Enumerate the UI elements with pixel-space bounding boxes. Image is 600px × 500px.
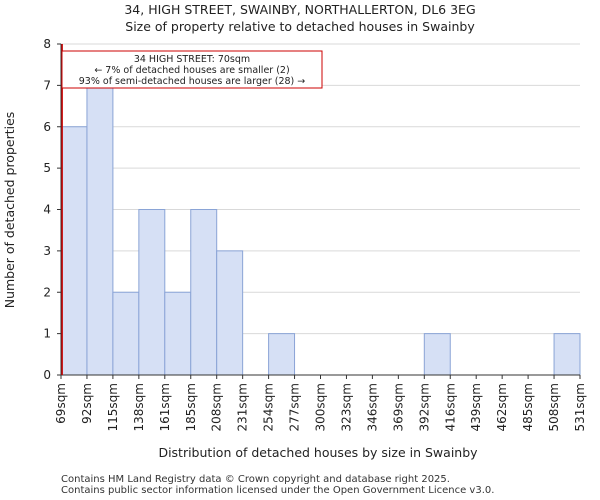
y-tick-label: 1 (43, 327, 51, 341)
plot-area: 0 1 2 3 4 5 6 7 8 69sqm 92sqm 115sqm 138sqm 161sqm 185… (43, 37, 587, 431)
x-tick-label: 369sqm (391, 383, 405, 431)
annotation-box (61, 50, 323, 89)
x-tick-label: 300sqm (314, 383, 328, 431)
bar (268, 333, 296, 376)
chart-title: 34, HIGH STREET, SWAINBY, NORTHALLERTON,… (124, 2, 475, 17)
x-axis-label: Distribution of detached houses by size … (158, 445, 478, 460)
y-tick-label: 2 (43, 285, 51, 299)
y-tick-label: 7 (43, 78, 51, 92)
bar (112, 291, 140, 376)
x-tick-label: 462sqm (495, 383, 509, 431)
x-tick-label: 69sqm (54, 383, 68, 424)
x-tick-label: 439sqm (469, 383, 483, 431)
chart: 34, HIGH STREET, SWAINBY, NORTHALLERTON,… (2, 2, 587, 460)
x-tick-label: 254sqm (262, 383, 276, 431)
bar (60, 126, 88, 376)
bar (553, 333, 581, 376)
x-tick-label: 185sqm (184, 383, 198, 431)
x-tick-label: 485sqm (521, 383, 535, 431)
x-tick-label: 392sqm (417, 383, 431, 431)
chart-subtitle: Size of property relative to detached ho… (125, 19, 475, 34)
annotation-larger: 93% of semi-detached houses are larger (… (79, 76, 306, 87)
x-tick-label: 277sqm (288, 383, 302, 431)
y-tick-label: 5 (43, 161, 51, 175)
annotation-smaller: ← 7% of detached houses are smaller (2) (94, 65, 289, 76)
y-axis-label: Number of detached properties (2, 112, 17, 309)
x-tick-label: 531sqm (573, 383, 587, 431)
y-tick-label: 4 (43, 203, 51, 217)
bar (86, 84, 114, 376)
x-tick-label: 138sqm (132, 383, 146, 431)
bar (216, 250, 244, 376)
x-tick-label: 416sqm (443, 383, 457, 431)
annotation-title: 34 HIGH STREET: 70sqm (134, 54, 250, 65)
x-tick-label: 323sqm (339, 383, 353, 431)
y-tick-label: 8 (43, 37, 51, 51)
y-tick-label: 3 (43, 244, 51, 258)
y-tick-label: 6 (43, 120, 51, 134)
bar (190, 209, 218, 376)
x-tick-label: 92sqm (80, 383, 94, 424)
y-tick-label: 0 (43, 368, 51, 382)
x-tick-label: 508sqm (547, 383, 561, 431)
footer-copyright: Contains HM Land Registry data © Crown c… (61, 474, 450, 485)
x-tick-label: 208sqm (210, 383, 224, 431)
x-tick-label: 346sqm (365, 383, 379, 431)
x-tick-label: 161sqm (158, 383, 172, 431)
bar (164, 291, 192, 376)
footer-licence: Contains public sector information licen… (61, 485, 495, 496)
x-tick-label: 115sqm (106, 383, 120, 431)
x-tick-label: 231sqm (236, 383, 250, 431)
bar (138, 209, 166, 376)
bar (423, 333, 451, 376)
